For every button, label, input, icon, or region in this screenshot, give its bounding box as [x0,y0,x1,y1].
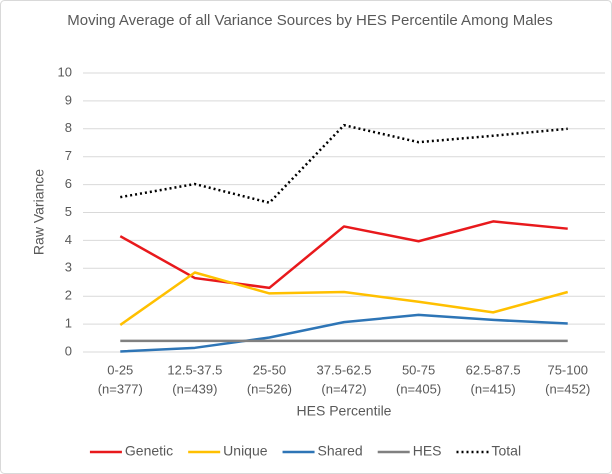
y-tick-label: 1 [65,316,72,331]
x-tick-note: (n=452) [545,381,590,396]
y-tick-label: 9 [65,92,72,107]
y-tick-label: 3 [65,260,72,275]
x-tick-label: 75-100 [547,362,587,377]
legend-label: Genetic [125,443,173,459]
legend-label: Total [492,443,522,459]
y-tick-label: 5 [65,204,72,219]
series-line [120,123,568,204]
legend-label: HES [413,443,442,459]
x-tick-note: (n=405) [396,381,441,396]
series-line [120,313,568,353]
x-tick-label: 62.5-87.5 [466,362,521,377]
x-tick-note: (n=439) [172,381,217,396]
x-tick-note: (n=377) [98,381,143,396]
x-tick-label: 12.5-37.5 [167,362,222,377]
legend-label: Unique [223,443,268,459]
y-tick-label: 2 [65,288,72,303]
chart-title: Moving Average of all Variance Sources b… [67,12,553,29]
y-tick-label: 6 [65,176,72,191]
y-tick-label: 4 [65,232,72,247]
x-tick-label: 50-75 [402,362,435,377]
x-tick-note: (n=472) [321,381,366,396]
x-tick-label: 37.5-62.5 [317,362,372,377]
y-axis-title: Raw Variance [31,169,47,255]
legend-label: Shared [318,443,363,459]
x-axis-title: HES Percentile [297,403,392,419]
x-tick-note: (n=526) [247,381,292,396]
y-tick-label: 7 [65,148,72,163]
x-tick-note: (n=415) [471,381,516,396]
x-tick-label: 25-50 [253,362,286,377]
y-tick-label: 10 [58,64,72,79]
y-tick-label: 0 [65,343,72,358]
series-line [119,271,569,326]
x-tick-label: 0-25 [107,362,133,377]
series-line [119,220,568,290]
y-tick-label: 8 [65,120,72,135]
